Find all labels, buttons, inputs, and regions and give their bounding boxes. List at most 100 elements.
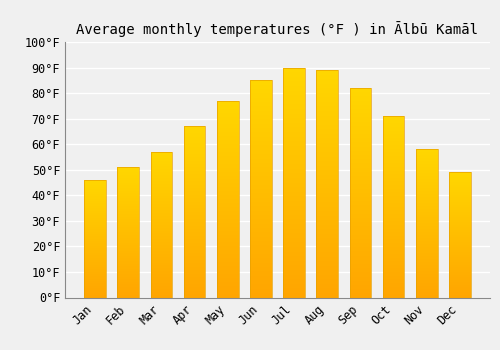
Bar xyxy=(350,174,371,176)
Bar xyxy=(118,254,139,256)
Bar xyxy=(84,214,106,215)
Bar xyxy=(118,269,139,270)
Bar xyxy=(184,241,206,243)
Bar xyxy=(449,255,470,256)
Bar xyxy=(84,285,106,286)
Bar xyxy=(250,121,272,124)
Bar xyxy=(449,266,470,267)
Bar xyxy=(284,265,305,268)
Bar xyxy=(284,238,305,240)
Bar xyxy=(383,136,404,138)
Bar xyxy=(284,81,305,84)
Bar xyxy=(150,265,172,267)
Bar xyxy=(118,279,139,281)
Bar xyxy=(284,219,305,222)
Bar xyxy=(383,234,404,236)
Bar xyxy=(316,291,338,293)
Bar xyxy=(118,281,139,282)
Bar xyxy=(284,189,305,192)
Bar xyxy=(383,169,404,170)
Bar xyxy=(250,254,272,256)
Bar xyxy=(350,96,371,98)
Bar xyxy=(350,210,371,212)
Bar xyxy=(118,234,139,235)
Bar xyxy=(416,164,438,166)
Bar xyxy=(350,212,371,214)
Bar xyxy=(284,102,305,104)
Bar xyxy=(350,115,371,117)
Bar xyxy=(150,194,172,196)
Bar xyxy=(150,251,172,252)
Bar xyxy=(316,70,338,298)
Bar xyxy=(118,285,139,286)
Bar xyxy=(284,288,305,290)
Bar xyxy=(316,193,338,195)
Bar xyxy=(184,222,206,224)
Bar xyxy=(449,211,470,212)
Bar xyxy=(316,275,338,277)
Bar xyxy=(84,187,106,188)
Bar xyxy=(118,211,139,213)
Bar xyxy=(449,241,470,243)
Bar xyxy=(84,209,106,211)
Bar xyxy=(118,272,139,273)
Bar xyxy=(284,169,305,171)
Bar xyxy=(350,136,371,138)
Bar xyxy=(284,118,305,120)
Bar xyxy=(118,192,139,193)
Bar xyxy=(184,229,206,231)
Bar xyxy=(250,117,272,119)
Bar xyxy=(184,231,206,232)
Bar xyxy=(350,268,371,270)
Bar xyxy=(217,280,238,282)
Bar xyxy=(84,190,106,192)
Bar xyxy=(449,232,470,234)
Bar xyxy=(383,247,404,248)
Bar xyxy=(383,158,404,160)
Bar xyxy=(416,154,438,155)
Bar xyxy=(250,280,272,282)
Bar xyxy=(217,254,238,256)
Bar xyxy=(383,248,404,250)
Bar xyxy=(150,286,172,287)
Bar xyxy=(118,248,139,249)
Bar xyxy=(250,287,272,289)
Bar xyxy=(416,228,438,229)
Bar xyxy=(284,270,305,272)
Bar xyxy=(449,248,470,250)
Bar xyxy=(184,261,206,263)
Bar xyxy=(449,181,470,182)
Bar xyxy=(250,174,272,176)
Bar xyxy=(284,215,305,217)
Bar xyxy=(383,154,404,156)
Bar xyxy=(118,240,139,241)
Bar xyxy=(284,100,305,102)
Bar xyxy=(250,247,272,250)
Bar xyxy=(316,250,338,252)
Bar xyxy=(184,152,206,154)
Bar xyxy=(217,256,238,258)
Bar xyxy=(449,250,470,251)
Bar xyxy=(150,215,172,216)
Bar xyxy=(284,144,305,146)
Bar xyxy=(118,196,139,197)
Bar xyxy=(284,173,305,176)
Bar xyxy=(118,202,139,204)
Bar xyxy=(284,79,305,81)
Bar xyxy=(383,141,404,143)
Bar xyxy=(416,250,438,252)
Bar xyxy=(118,186,139,187)
Bar xyxy=(316,186,338,188)
Bar xyxy=(416,290,438,292)
Bar xyxy=(118,296,139,297)
Bar xyxy=(118,267,139,269)
Bar xyxy=(316,95,338,97)
Bar xyxy=(84,273,106,274)
Bar xyxy=(250,159,272,161)
Bar xyxy=(383,239,404,241)
Bar xyxy=(350,241,371,243)
Bar xyxy=(449,217,470,219)
Bar xyxy=(383,138,404,140)
Bar xyxy=(383,270,404,272)
Title: Average monthly temperatures (°F ) in Ālbū Kamāl: Average monthly temperatures (°F ) in Āl… xyxy=(76,21,478,37)
